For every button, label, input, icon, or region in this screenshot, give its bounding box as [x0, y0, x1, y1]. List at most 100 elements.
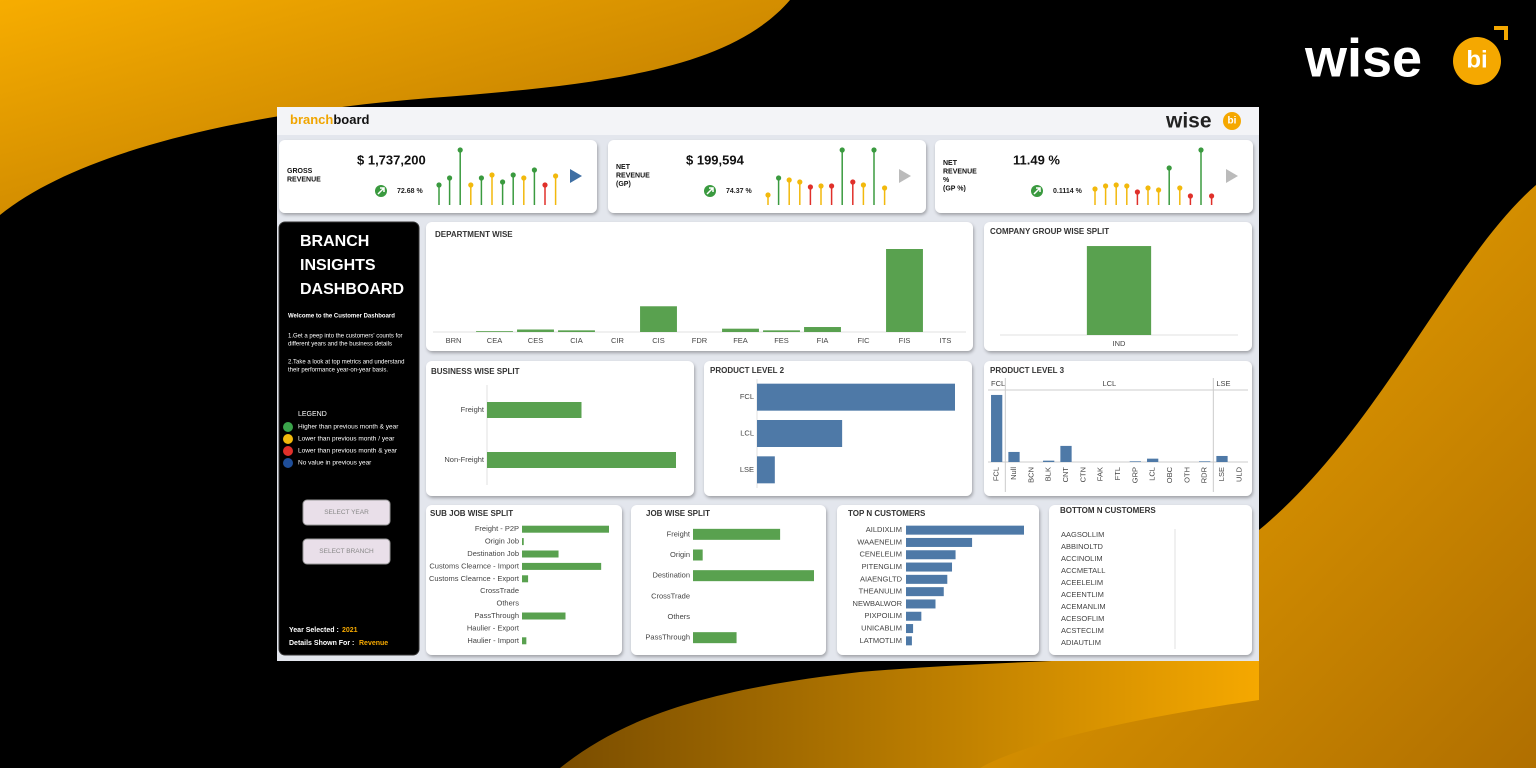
lollipop-head — [786, 177, 792, 183]
lollipop-head — [447, 175, 453, 181]
lollipop-head — [489, 172, 495, 178]
lollipop-head — [1198, 147, 1204, 153]
logo: wise — [1165, 110, 1212, 133]
bar — [757, 420, 843, 447]
brand: branchboard — [290, 112, 370, 127]
lollipop — [765, 192, 771, 205]
chart-card — [426, 361, 694, 496]
chart-title: JOB WISE SPLIT — [646, 509, 710, 518]
bar — [487, 452, 676, 468]
legend-label: Higher than previous month & year — [298, 424, 399, 431]
lollipop-head — [1134, 189, 1140, 195]
lollipop — [1166, 165, 1172, 205]
y-tick-label: Haulier - Export — [467, 623, 520, 632]
legend-title: LEGEND — [298, 411, 327, 418]
y-tick-label: ACCMETALL — [1061, 566, 1105, 575]
x-tick-label: CIA — [570, 336, 583, 345]
lollipop — [1134, 189, 1140, 205]
y-tick-label: Customs Clearnce - Export — [429, 574, 520, 583]
x-tick-label: LCL — [1148, 467, 1157, 481]
lollipop — [1177, 185, 1183, 205]
bar — [906, 537, 973, 547]
lollipop — [553, 173, 559, 205]
y-tick-label: FCL — [740, 392, 754, 401]
button[interactable]: SELECT BRANCH — [302, 538, 391, 565]
y-tick-label: UNICABLIM — [861, 624, 902, 633]
bar — [522, 575, 529, 583]
button-label[interactable]: SELECT YEAR — [324, 509, 369, 516]
corner-badge: bi — [1466, 46, 1487, 73]
sidebar-text: different years and the business details — [288, 342, 392, 348]
bar — [522, 525, 609, 533]
chart-title: PRODUCT LEVEL 3 — [990, 366, 1065, 375]
lollipop-head — [839, 147, 845, 153]
lollipop — [829, 183, 835, 205]
lollipop — [478, 175, 484, 205]
y-tick-label: ACCINOLIM — [1061, 554, 1103, 563]
lollipop-head — [1124, 183, 1130, 189]
bar — [804, 327, 841, 332]
kpi-label: NET — [943, 160, 958, 167]
x-tick-label: CIR — [611, 336, 625, 345]
x-tick-label: FIC — [857, 336, 870, 345]
kpi-label: REVENUE — [287, 176, 321, 183]
lollipop-head — [807, 184, 814, 190]
lollipop-head — [531, 167, 538, 173]
lollipop — [860, 182, 867, 205]
chart-title: SUB JOB WISE SPLIT — [430, 509, 513, 518]
bar — [906, 525, 1024, 535]
lollipop-head — [818, 183, 824, 189]
bar — [1008, 451, 1020, 462]
trend-arrow — [1033, 187, 1041, 195]
sidebar-title: INSIGHTS — [300, 257, 376, 274]
x-tick-label: CNT — [1061, 467, 1070, 483]
x-tick-label: RDR — [1200, 466, 1209, 483]
y-tick-label: ACSTECLIM — [1061, 626, 1104, 635]
lollipop-head — [765, 192, 771, 198]
chart-title: COMPANY GROUP WISE SPLIT — [990, 227, 1109, 236]
lollipop-head — [436, 182, 442, 188]
bar — [906, 587, 944, 597]
lollipop-head — [1209, 193, 1215, 199]
legend-dot — [283, 458, 293, 468]
x-tick-label: FES — [774, 336, 789, 345]
button[interactable]: SELECT YEAR — [302, 499, 391, 526]
y-tick-label: PassThrough — [474, 611, 519, 620]
lollipop-head — [468, 182, 474, 188]
y-tick-label: LSE — [740, 465, 754, 474]
y-tick-label: PIXPOILIM — [864, 611, 902, 620]
y-tick-label: Non-Freight — [444, 455, 485, 464]
kpi-label: REVENUE — [943, 168, 977, 175]
y-tick-label: THEANULIM — [859, 587, 902, 596]
y-tick-label: ACEMANLIM — [1061, 602, 1106, 611]
x-tick-label: OBC — [1165, 466, 1174, 483]
lollipop — [786, 177, 792, 205]
brand-prefix: branch — [290, 112, 333, 127]
panel-header: LCL — [1102, 379, 1116, 388]
bar — [693, 549, 703, 561]
chart-title: TOP N CUSTOMERS — [848, 509, 926, 518]
panel-header: FCL — [991, 379, 1005, 388]
kpi-value: $ 1,737,200 — [357, 152, 426, 167]
button-label[interactable]: SELECT BRANCH — [319, 548, 374, 555]
y-tick-label: ADIAUTLIM — [1061, 638, 1101, 647]
x-tick-label: CES — [528, 336, 543, 345]
button-bg[interactable] — [302, 499, 391, 526]
sidebar-text: their performance year-on-year basis. — [288, 368, 388, 374]
lollipop-head — [797, 179, 803, 185]
bar — [886, 249, 923, 332]
chart-card — [426, 222, 973, 351]
bar — [522, 612, 566, 620]
bar — [1060, 445, 1072, 462]
swoosh — [560, 650, 1259, 768]
lollipop — [457, 147, 463, 205]
kpi-label: (GP) — [616, 181, 631, 188]
lollipop — [489, 172, 495, 205]
bar — [1199, 461, 1211, 462]
y-tick-label: LATMOTLIM — [860, 636, 902, 645]
y-tick-label: Origin Job — [485, 537, 519, 546]
lollipop-head — [1145, 185, 1151, 191]
kpi-card — [935, 140, 1253, 213]
button-bg[interactable] — [302, 538, 391, 565]
